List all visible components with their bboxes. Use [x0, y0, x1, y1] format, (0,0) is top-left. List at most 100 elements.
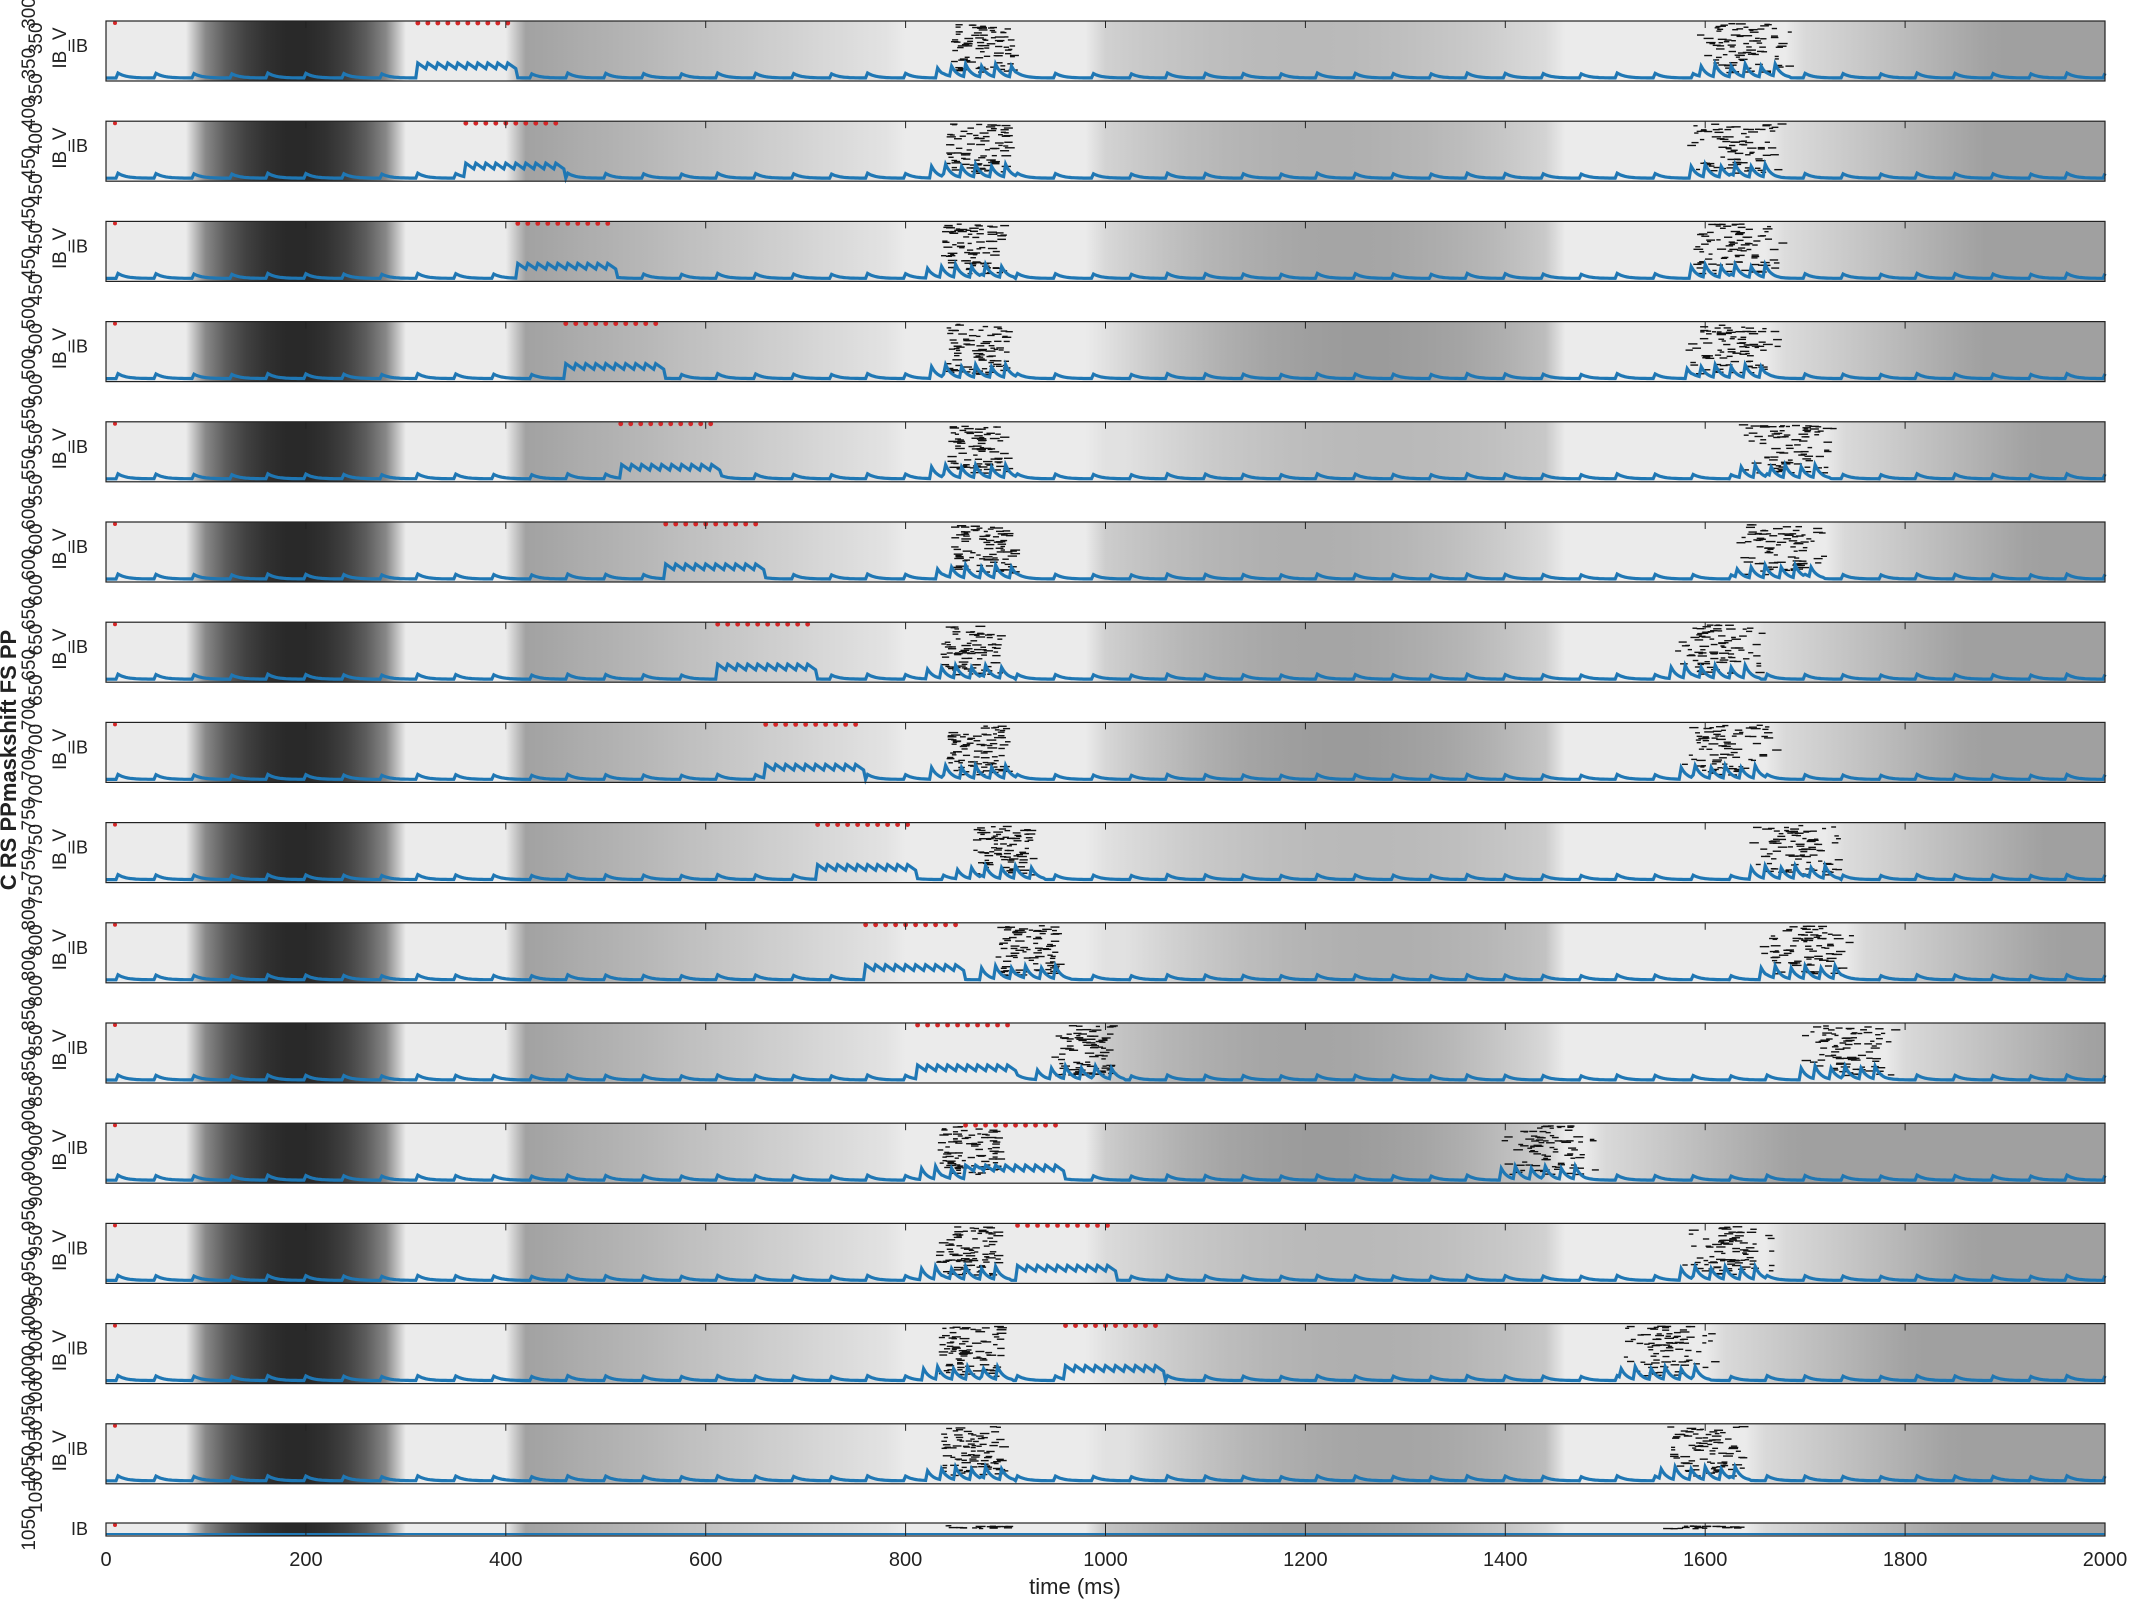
spike-mark	[1783, 434, 1791, 436]
spike-mark	[1712, 1471, 1718, 1473]
spike-mark	[1520, 1169, 1526, 1172]
spike-mark	[1801, 534, 1806, 536]
spike-mark	[1847, 1058, 1857, 1061]
spike-mark	[1767, 225, 1772, 228]
panel-ylabel: IB_V	[50, 27, 71, 69]
voltage-trace	[106, 559, 2107, 581]
spike-mark	[1697, 632, 1704, 635]
spike-mark	[961, 540, 970, 543]
spike-mark	[1016, 835, 1022, 838]
spike-mark	[1724, 1226, 1731, 1228]
spike-mark	[1719, 652, 1729, 654]
spike-mark	[1013, 855, 1019, 857]
spike-mark	[973, 454, 978, 456]
spike-mark	[997, 134, 1003, 136]
spike-mark	[1733, 733, 1744, 735]
spike-mark	[964, 37, 974, 40]
stimulus-marker	[1025, 1223, 1030, 1228]
spike-mark	[1750, 1228, 1757, 1230]
x-tick-label: 600	[689, 1549, 722, 1571]
spike-mark	[1717, 767, 1722, 769]
spike-mark	[1699, 337, 1709, 340]
spike-mark	[1718, 146, 1728, 148]
spike-mark	[993, 360, 1002, 362]
panel-value-label: 900	[26, 1125, 47, 1157]
spike-mark	[972, 350, 981, 352]
spike-mark	[1794, 962, 1801, 964]
spike-mark	[1718, 1239, 1726, 1242]
spike-mark	[1703, 342, 1713, 344]
spike-mark	[983, 750, 993, 753]
spike-mark	[1720, 657, 1726, 659]
spike-mark	[1672, 1437, 1680, 1439]
spike-mark	[1702, 357, 1711, 359]
spike-mark	[1773, 554, 1778, 556]
spike-mark	[1726, 355, 1733, 358]
spike-mark	[1019, 852, 1029, 855]
spike-mark	[965, 43, 973, 45]
spike-mark	[1877, 1067, 1886, 1069]
spike-mark	[961, 465, 968, 467]
spike-mark	[1003, 970, 1010, 972]
spike-mark	[1771, 858, 1777, 860]
spike-mark	[966, 1143, 976, 1145]
spike-mark	[1801, 1034, 1810, 1037]
spike-mark	[963, 1261, 973, 1263]
spike-mark	[989, 851, 995, 853]
spike-mark	[994, 461, 1003, 463]
spike-mark	[986, 1354, 997, 1356]
stimulus-marker	[648, 421, 654, 427]
spike-mark	[1754, 435, 1763, 438]
spike-mark	[1831, 826, 1837, 828]
spike-mark	[1707, 1461, 1712, 1463]
spike-mark	[1075, 1067, 1082, 1069]
spike-mark	[1708, 1439, 1716, 1441]
spike-mark	[977, 1133, 982, 1135]
spike-mark	[947, 460, 953, 463]
spike-mark	[986, 539, 995, 542]
spike-mark	[1730, 336, 1737, 338]
spike-mark	[993, 1343, 998, 1346]
spike-mark	[1643, 1363, 1653, 1366]
spike-mark	[1780, 425, 1786, 427]
panel-ylabel: IB_V	[50, 127, 71, 169]
spike-mark	[971, 264, 977, 267]
spike-mark	[986, 1354, 991, 1356]
spike-mark	[992, 536, 1000, 538]
spike-mark	[1804, 956, 1810, 958]
spike-mark	[1538, 1141, 1545, 1144]
spike-mark	[1051, 1056, 1059, 1058]
spike-mark	[1692, 1447, 1697, 1449]
spike-mark	[972, 1454, 981, 1457]
spike-mark	[1710, 1462, 1715, 1464]
spike-mark	[1509, 1173, 1514, 1176]
spike-mark	[1802, 566, 1810, 569]
spike-mark	[981, 1136, 989, 1139]
spike-mark	[1732, 756, 1741, 759]
spike-mark	[1777, 123, 1787, 125]
spike-mark	[1773, 527, 1783, 530]
spike-mark	[977, 862, 985, 864]
spike-mark	[981, 744, 987, 746]
spike-mark	[1686, 1325, 1691, 1328]
spike-mark	[992, 1467, 1003, 1470]
spike-mark	[994, 36, 1005, 38]
panel-value-label: 400	[19, 97, 40, 129]
spike-mark	[1681, 1526, 1690, 1529]
spike-mark	[975, 625, 986, 628]
spike-mark	[953, 160, 961, 163]
spike-mark	[1701, 636, 1711, 638]
spike-mark	[1717, 38, 1727, 41]
spike-mark	[1769, 259, 1779, 261]
spike-mark	[1745, 327, 1755, 329]
spike-mark	[997, 1354, 1005, 1357]
spike-mark	[996, 1332, 1007, 1334]
spike-mark	[993, 1460, 1001, 1463]
spike-mark	[1789, 533, 1797, 535]
spike-mark	[996, 833, 1002, 836]
spike-mark	[984, 463, 994, 465]
spike-mark	[946, 162, 951, 165]
spike-mark	[1795, 525, 1802, 528]
spike-mark	[1750, 425, 1760, 427]
spike-mark	[1029, 957, 1039, 959]
